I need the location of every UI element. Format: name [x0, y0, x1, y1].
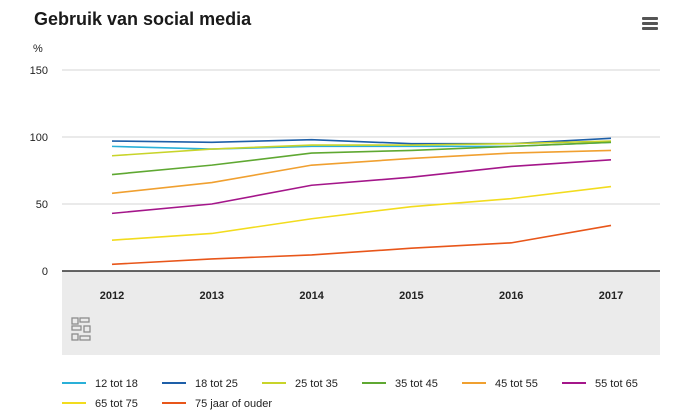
legend-swatch: [562, 382, 586, 385]
cbs-logo-shape: [79, 317, 90, 323]
legend-swatch: [462, 382, 486, 385]
hamburger-menu-icon[interactable]: [642, 17, 658, 31]
legend-item-35-tot-45[interactable]: 35 tot 45: [362, 378, 438, 390]
cbs-logo-shape: [71, 333, 79, 341]
cbs-logo-shape: [79, 335, 91, 341]
legend-label: 75 jaar of ouder: [195, 398, 273, 410]
legend-swatch: [62, 382, 86, 385]
legend-label: 12 tot 18: [95, 378, 138, 390]
legend-label: 18 tot 25: [195, 378, 238, 390]
legend-swatch: [262, 382, 286, 385]
legend-swatch: [162, 402, 186, 405]
legend-item-45-tot-55[interactable]: 45 tot 55: [462, 378, 538, 390]
x-tick-label: 2017: [599, 290, 623, 302]
line-chart: 0 50 100 150 2012 2013 2014 2015 2016 2017 %: [30, 43, 660, 355]
legend-item-55-tot-65[interactable]: 55 tot 65: [562, 378, 638, 390]
series-line-25-tot-35[interactable]: [111, 140, 612, 157]
legend-label: 65 tot 75: [95, 398, 138, 410]
x-tick-label: 2012: [100, 290, 124, 302]
series-line-65-tot-75[interactable]: [111, 185, 612, 241]
legend-swatch: [362, 382, 386, 385]
y-tick-label: 50: [36, 199, 48, 211]
x-axis-band: [62, 271, 660, 355]
cbs-logo-shape: [71, 325, 82, 331]
series-line-35-tot-45[interactable]: [111, 141, 612, 176]
series-line-45-tot-55[interactable]: [111, 149, 612, 195]
x-tick-label: 2014: [299, 290, 324, 302]
legend-swatch: [162, 382, 186, 385]
legend-label: 25 tot 35: [295, 378, 338, 390]
y-tick-label: 0: [42, 266, 48, 278]
legend-label: 55 tot 65: [595, 378, 638, 390]
y-axis-label: %: [33, 43, 43, 55]
cbs-logo-shape: [71, 317, 79, 325]
series-line-55-tot-65[interactable]: [111, 158, 612, 215]
legend-item-65-tot-75[interactable]: 65 tot 75: [62, 398, 138, 410]
cbs-logo-shape: [83, 325, 91, 333]
legend-item-18-tot-25[interactable]: 18 tot 25: [162, 378, 238, 390]
x-tick-label: 2013: [200, 290, 224, 302]
legend-label: 45 tot 55: [495, 378, 538, 390]
chart-legend: 12 tot 18 18 tot 25 25 tot 35 35 tot 45 45 t…: [0, 370, 677, 413]
chart-title: Gebruik van social media: [34, 9, 252, 29]
x-tick-label: 2016: [499, 290, 523, 302]
legend-swatch: [62, 402, 86, 405]
x-tick-label: 2015: [399, 290, 423, 302]
legend-label: 35 tot 45: [395, 378, 438, 390]
legend-item-75-jaar-of-ouder[interactable]: 75 jaar of ouder: [162, 398, 272, 410]
legend-item-25-tot-35[interactable]: 25 tot 35: [262, 378, 338, 390]
y-tick-label: 100: [30, 132, 48, 144]
legend-item-12-tot-18[interactable]: 12 tot 18: [62, 378, 138, 390]
y-tick-label: 150: [30, 65, 48, 77]
cbs-logo: [71, 317, 91, 341]
series-line-75-jaar-of-ouder[interactable]: [111, 224, 612, 266]
